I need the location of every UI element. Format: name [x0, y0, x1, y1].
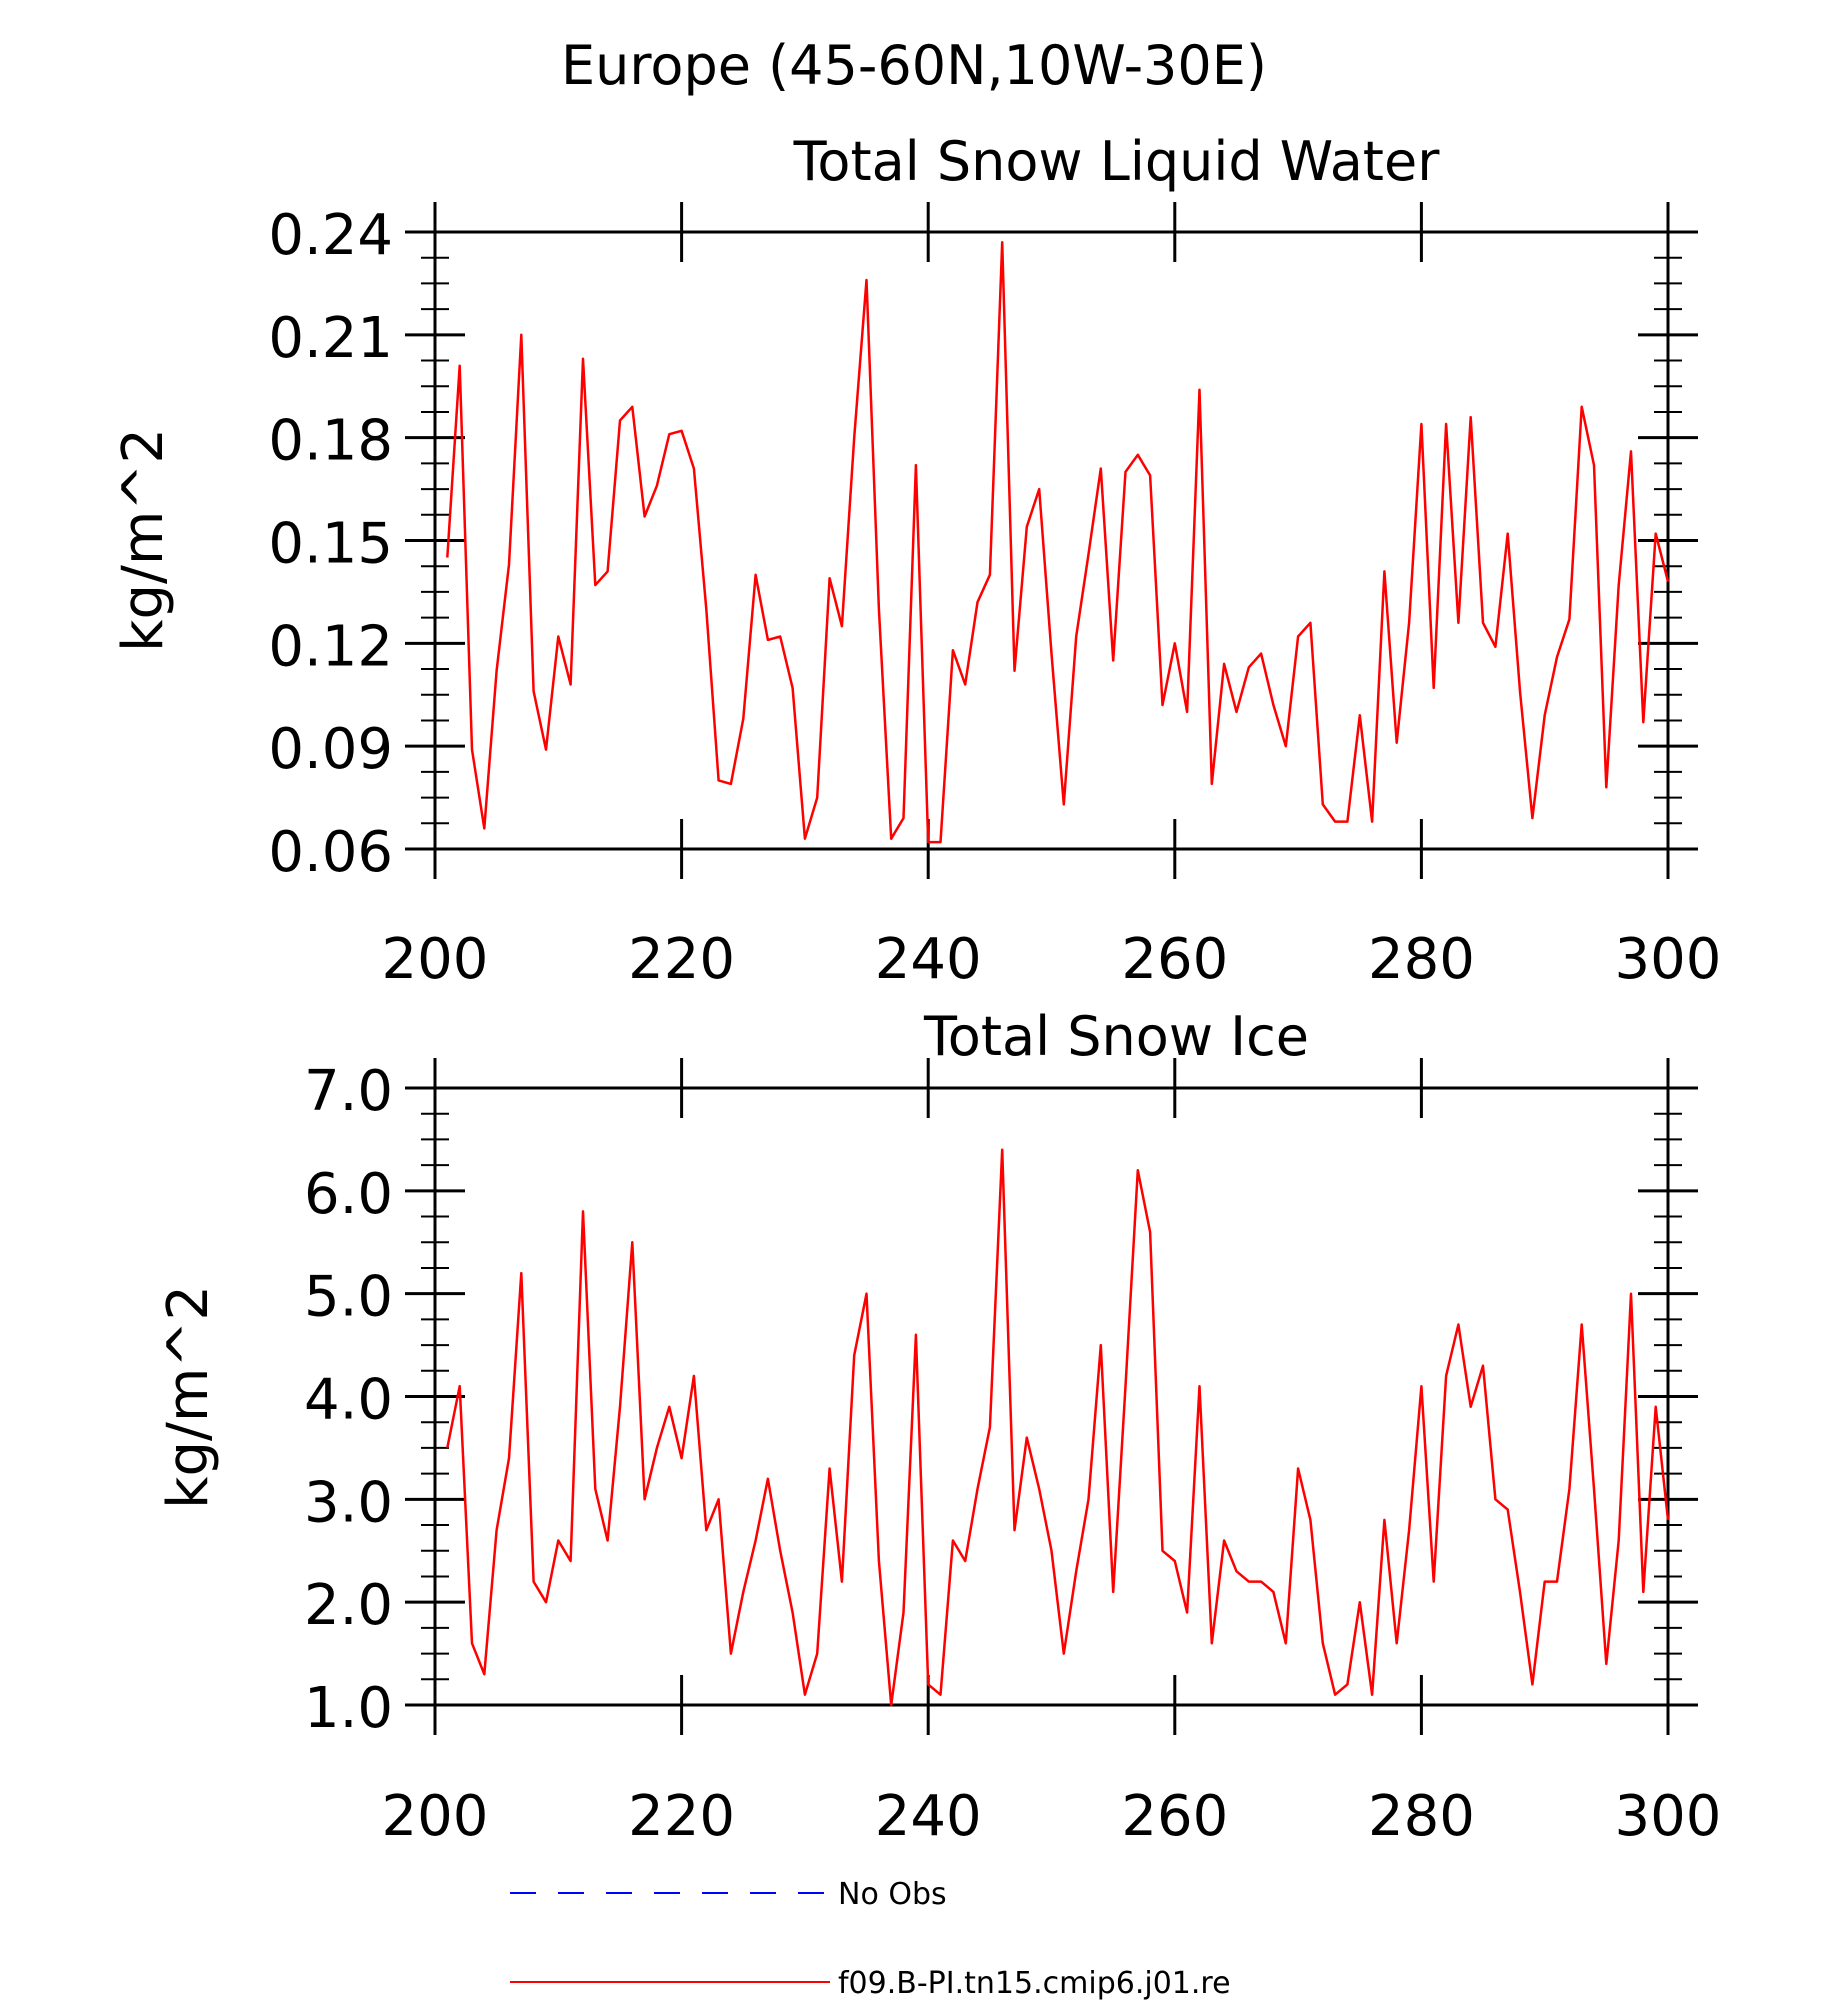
y-tick-label: 0.15 — [268, 512, 393, 577]
x-tick-label: 300 — [1615, 1784, 1722, 1849]
y-axis-label: kg/m^2 — [111, 428, 176, 652]
chart-title: Total Snow Ice — [923, 1005, 1309, 1068]
chart-title: Total Snow Liquid Water — [793, 130, 1441, 193]
x-tick-label: 280 — [1368, 927, 1475, 992]
y-tick-label: 0.24 — [268, 203, 393, 268]
legend-label-model: f09.B-PI.tn15.cmip6.j01.re — [838, 1966, 1231, 2001]
y-axis-label: kg/m^2 — [156, 1285, 221, 1509]
x-tick-label: 260 — [1121, 927, 1228, 992]
x-tick-label: 280 — [1368, 1784, 1475, 1849]
panel-snow-liquid-water: Total Snow Liquid Water 0.06 0.09 0.12 0.15 0… — [111, 130, 1721, 992]
figure-title: Europe (45-60N,10W-30E) — [561, 34, 1267, 97]
x-tick-label: 220 — [628, 927, 735, 992]
y-tick-label: 4.0 — [304, 1368, 393, 1433]
y-tick-label: 2.0 — [304, 1573, 393, 1638]
x-tick-label: 200 — [382, 1784, 489, 1849]
x-tick-label: 260 — [1121, 1784, 1228, 1849]
x-tick-label: 300 — [1615, 927, 1722, 992]
y-tick-label: 0.18 — [268, 409, 393, 474]
y-tick-label: 0.12 — [268, 614, 393, 679]
y-tick-label: 1.0 — [304, 1676, 393, 1741]
y-tick-label: 0.21 — [268, 306, 393, 371]
y-tick-label: 7.0 — [304, 1059, 393, 1124]
panel-snow-ice: Total Snow Ice 1.0 2.0 3.0 4.0 5.0 6.0 7.0 200 22… — [156, 1005, 1721, 1849]
y-tick-label: 0.06 — [268, 820, 393, 885]
legend-label-no-obs: No Obs — [838, 1877, 947, 1912]
y-tick-label: 0.09 — [268, 717, 393, 782]
series-line — [446, 1148, 1670, 1707]
x-tick-label: 200 — [382, 927, 489, 992]
x-tick-label: 220 — [628, 1784, 735, 1849]
plot-frame — [433, 230, 1670, 851]
y-tick-label: 5.0 — [304, 1265, 393, 1330]
x-tick-label: 240 — [875, 927, 982, 992]
y-tick-label: 6.0 — [304, 1162, 393, 1227]
x-tick-label: 240 — [875, 1784, 982, 1849]
legend: No Obs f09.B-PI.tn15.cmip6.j01.re — [510, 1877, 1231, 2001]
series-line — [446, 241, 1670, 844]
y-tick-label: 3.0 — [304, 1470, 393, 1535]
